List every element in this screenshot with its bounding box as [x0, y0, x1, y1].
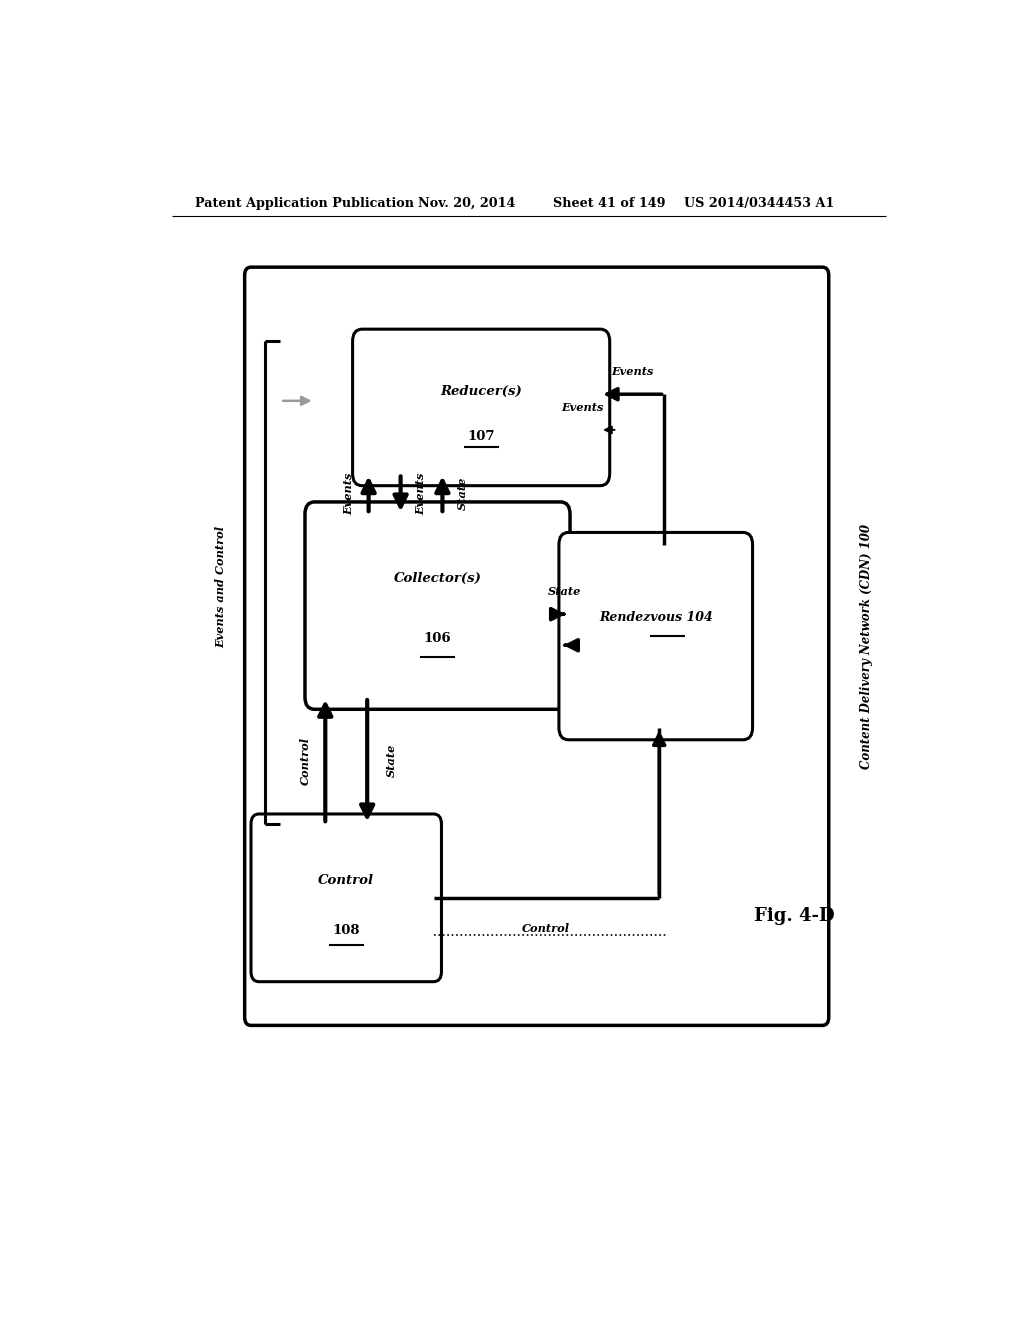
Text: US 2014/0344453 A1: US 2014/0344453 A1 [684, 197, 834, 210]
Text: State: State [457, 477, 468, 511]
Text: Sheet 41 of 149: Sheet 41 of 149 [553, 197, 665, 210]
Text: Events: Events [611, 367, 653, 378]
Text: Events and Control: Events and Control [215, 525, 226, 648]
Text: State: State [385, 744, 396, 777]
Text: Events: Events [561, 403, 603, 413]
Text: Events: Events [343, 473, 354, 515]
Text: Nov. 20, 2014: Nov. 20, 2014 [418, 197, 515, 210]
Text: Control: Control [300, 737, 311, 784]
Text: Collector(s): Collector(s) [393, 572, 481, 585]
FancyBboxPatch shape [305, 502, 570, 709]
Text: 107: 107 [467, 430, 495, 444]
Text: Control: Control [522, 923, 570, 933]
Text: 106: 106 [424, 632, 452, 645]
Text: Rendezvous 104: Rendezvous 104 [599, 611, 713, 624]
Text: 108: 108 [333, 924, 360, 937]
FancyBboxPatch shape [352, 329, 609, 486]
Text: Fig. 4-D: Fig. 4-D [755, 907, 835, 924]
FancyBboxPatch shape [559, 532, 753, 739]
Text: Reducer(s): Reducer(s) [440, 385, 522, 399]
FancyBboxPatch shape [245, 267, 828, 1026]
Text: Patent Application Publication: Patent Application Publication [196, 197, 415, 210]
Text: Events: Events [415, 473, 426, 515]
Text: Control: Control [318, 874, 374, 887]
Text: Content Delivery Network (CDN) 100: Content Delivery Network (CDN) 100 [859, 524, 872, 768]
Text: State: State [548, 586, 582, 597]
FancyBboxPatch shape [251, 814, 441, 982]
